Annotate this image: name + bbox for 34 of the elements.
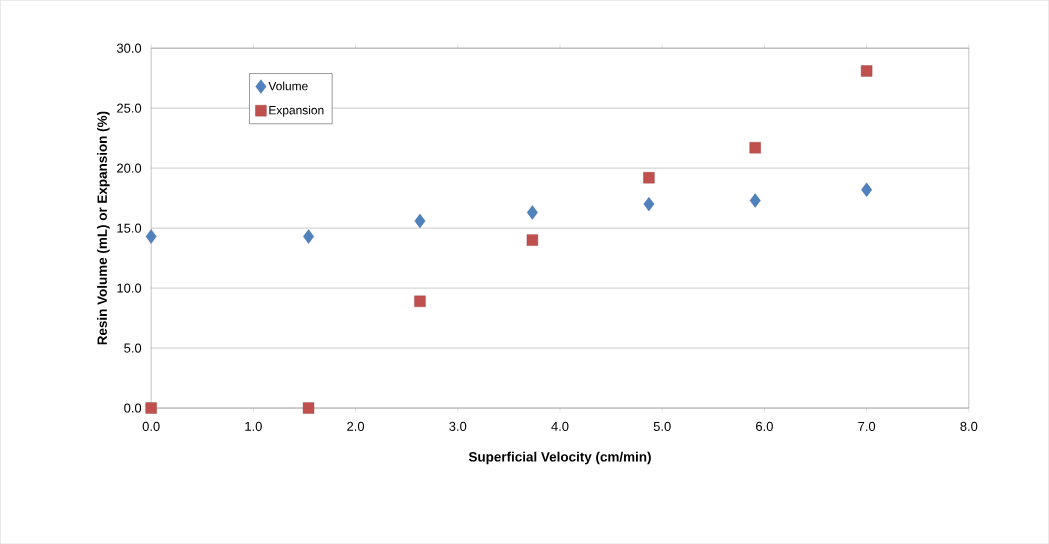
- point: [749, 193, 761, 208]
- point: [302, 402, 315, 414]
- y-tick-label: 5.0: [124, 343, 142, 353]
- point: [749, 141, 761, 154]
- y-axis-title: Resin Volume (mL) or Expansion (%): [97, 111, 110, 345]
- point: [145, 229, 157, 244]
- x-tick-label: 2.0: [347, 421, 365, 431]
- y-tick-label: 30.0: [116, 43, 142, 53]
- point: [526, 205, 538, 220]
- x-tick-label: 8.0: [960, 421, 978, 431]
- y-tick-label: 15.0: [117, 223, 142, 233]
- legend-label: Expansion: [269, 105, 324, 117]
- x-tick-label: 1.0: [245, 421, 262, 431]
- y-tick-label: 20.0: [117, 163, 142, 173]
- point: [643, 171, 655, 184]
- point: [414, 295, 426, 307]
- x-tick-label: 5.0: [653, 421, 671, 431]
- point: [414, 213, 426, 228]
- point: [861, 182, 873, 197]
- y-tick-label: 25.0: [117, 103, 142, 113]
- x-tick-label: 4.0: [551, 421, 569, 431]
- point: [526, 234, 539, 246]
- point: [860, 65, 873, 77]
- point: [145, 402, 157, 414]
- legend-label: Volume: [268, 81, 308, 91]
- x-tick-label: 3.0: [449, 421, 467, 431]
- x-tick-label: 7.0: [858, 421, 876, 431]
- point: [303, 229, 314, 244]
- x-tick-label: 0.0: [142, 421, 160, 431]
- y-tick-label: 10.0: [117, 283, 142, 293]
- x-tick-label: 6.0: [756, 421, 773, 431]
- y-tick-label: 0.0: [124, 403, 142, 413]
- point: [643, 196, 655, 212]
- x-axis-title: Superficial Velocity (cm/min): [468, 451, 651, 465]
